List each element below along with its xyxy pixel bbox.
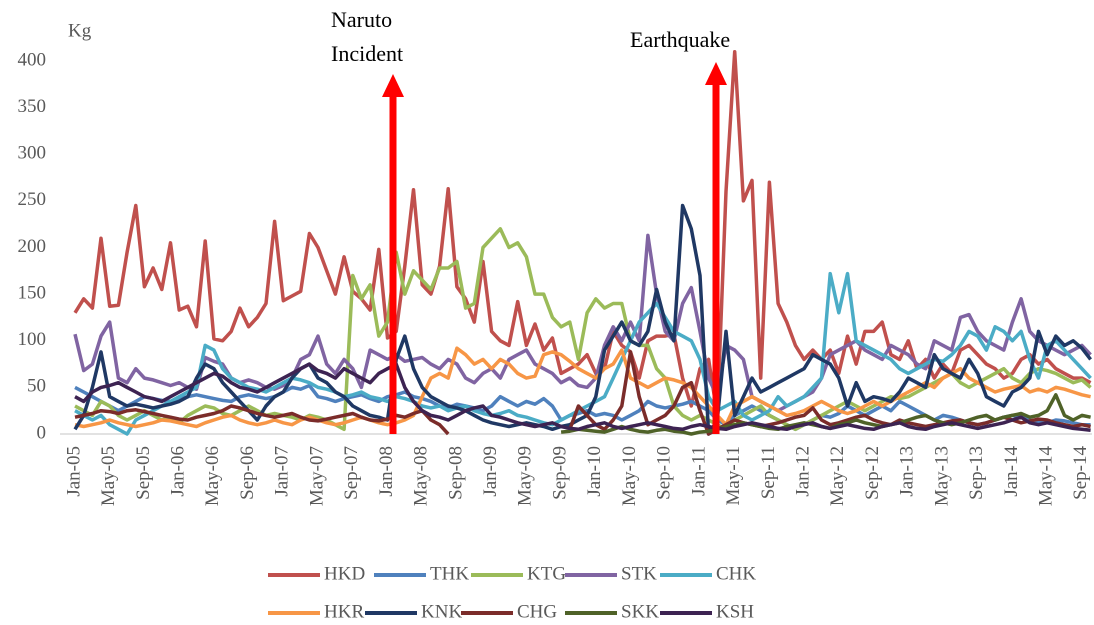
legend-label: CHG (517, 601, 557, 622)
x-tick-label: Jan-12 (792, 446, 813, 497)
x-tick-label: Sep-13 (966, 446, 987, 500)
y-tick-label: 250 (18, 189, 47, 210)
x-tick-label: May-08 (411, 446, 432, 506)
legend-label: CHK (716, 563, 756, 584)
y-tick-label: 0 (37, 422, 47, 443)
legend-label: KSH (716, 601, 754, 622)
x-tick-label: Sep-14 (1070, 446, 1091, 500)
x-tick-label: Sep-11 (758, 446, 779, 499)
legend-label: SKK (621, 601, 659, 622)
y-axis-label: Kg (68, 20, 92, 41)
legend-label: KTG (527, 563, 566, 584)
legend-label: HKR (324, 601, 364, 622)
legend-label: THK (430, 563, 469, 584)
legend-label: STK (621, 563, 657, 584)
annotation: Incident (331, 41, 403, 66)
y-tick-label: 200 (18, 236, 47, 257)
x-tick-label: May-05 (98, 446, 119, 506)
plot-area (73, 49, 1092, 436)
x-tick-label: Jan-14 (1001, 446, 1022, 497)
y-tick-label: 350 (18, 96, 47, 117)
y-tick-label: 300 (18, 143, 47, 164)
annotation-arrow (382, 62, 727, 434)
series-line (73, 49, 1092, 418)
series-line (74, 362, 1091, 433)
legend-label: KNK (421, 601, 462, 622)
x-tick-label: Jan-09 (480, 446, 501, 497)
x-tick-label: Jan-06 (168, 446, 189, 497)
x-tick-label: Sep-08 (445, 446, 466, 500)
y-tick-label: 100 (18, 329, 47, 350)
annotation: Earthquake (630, 27, 730, 52)
y-tick-label: 50 (27, 376, 46, 397)
x-tick-label: Sep-12 (862, 446, 883, 500)
x-tick-label: Sep-06 (237, 446, 258, 500)
x-tick-label: Sep-05 (133, 446, 154, 500)
series-line (73, 203, 1092, 436)
x-tick-label: Sep-07 (341, 446, 362, 500)
x-tick-label: May-10 (619, 446, 640, 506)
x-tick-label: May-13 (931, 446, 952, 506)
annotation: Naruto (331, 7, 392, 32)
x-tick-label: May-12 (827, 446, 848, 506)
x-tick-label: Jan-07 (272, 446, 293, 497)
x-tick-label: Sep-09 (549, 446, 570, 500)
x-tick-label: Jan-10 (584, 446, 605, 497)
y-tick-label: 150 (18, 282, 47, 303)
x-tick-label: Jan-08 (376, 446, 397, 497)
legend-label: HKD (324, 563, 365, 584)
x-tick-label: Sep-10 (654, 446, 675, 500)
x-tick-label: Jan-11 (688, 446, 709, 496)
y-tick-label: 400 (18, 49, 47, 70)
x-tick-label: May-09 (515, 446, 536, 506)
x-tick-label: May-14 (1036, 446, 1057, 507)
x-tick-label: Jan-13 (897, 446, 918, 497)
x-tick-label: May-11 (723, 446, 744, 505)
x-tick-label: May-07 (306, 446, 327, 506)
x-tick-label: Jan-05 (63, 446, 84, 497)
x-tick-label: May-06 (202, 446, 223, 506)
